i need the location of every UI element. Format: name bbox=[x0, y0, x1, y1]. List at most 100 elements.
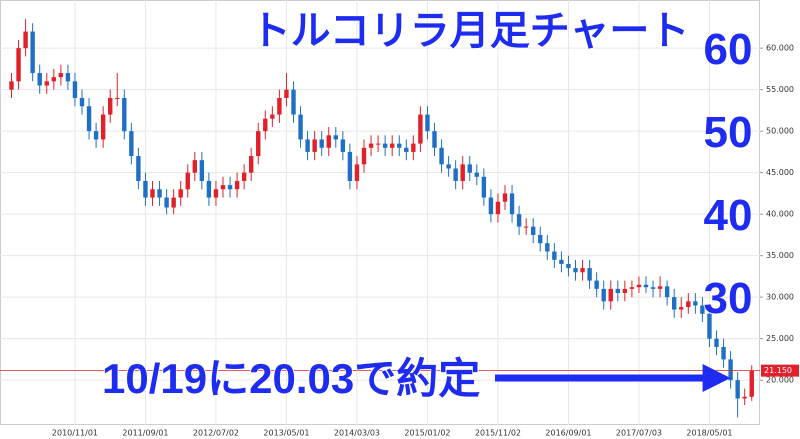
candle-body bbox=[220, 185, 226, 190]
candle-body bbox=[375, 143, 381, 145]
candle-body bbox=[749, 370, 754, 397]
candle-body bbox=[467, 164, 472, 173]
candle-body bbox=[509, 193, 515, 215]
candle-body bbox=[143, 180, 148, 198]
candle-body bbox=[714, 338, 719, 347]
candle-body bbox=[326, 135, 331, 148]
candle-body bbox=[37, 73, 42, 86]
candle-body bbox=[488, 197, 494, 215]
candle-body bbox=[164, 197, 169, 208]
y-tick-label: 25.000 bbox=[766, 334, 794, 343]
candle-body bbox=[361, 147, 367, 165]
candle-body bbox=[601, 288, 606, 302]
candle-body bbox=[65, 73, 71, 82]
last-price-label: 21.150 bbox=[764, 366, 792, 375]
candle-body bbox=[340, 139, 346, 152]
plot-area bbox=[0, 0, 760, 425]
candle-body bbox=[672, 297, 677, 310]
candle-body bbox=[136, 156, 141, 181]
candle-body bbox=[291, 89, 296, 115]
candle-body bbox=[728, 359, 733, 381]
candle-body bbox=[552, 251, 557, 260]
candle-body bbox=[9, 81, 14, 90]
candle-body bbox=[545, 243, 550, 252]
candle-body bbox=[474, 172, 479, 177]
candle-body bbox=[693, 301, 698, 306]
candle-body bbox=[446, 164, 451, 169]
candle-body bbox=[51, 77, 56, 82]
y-tick-label: 40.000 bbox=[766, 210, 794, 219]
candle-body bbox=[700, 305, 705, 314]
candle-body bbox=[453, 168, 458, 181]
candle-body bbox=[199, 160, 205, 181]
candle-body bbox=[594, 280, 599, 289]
y-tick-label: 45.000 bbox=[766, 168, 794, 177]
candle-body bbox=[432, 131, 437, 148]
candle-body bbox=[559, 259, 564, 264]
candle-body bbox=[129, 131, 134, 157]
candle-body bbox=[30, 31, 35, 74]
candle-body bbox=[382, 143, 388, 148]
candle-body bbox=[721, 346, 726, 360]
candle-body bbox=[16, 48, 21, 82]
candle-body bbox=[397, 143, 402, 148]
y-tick-label: 30.000 bbox=[766, 293, 794, 302]
candle-body bbox=[44, 81, 49, 86]
x-tick-label: 2018/05/01 bbox=[686, 429, 732, 438]
x-tick-label: 2011/09/01 bbox=[122, 429, 168, 438]
candle-body bbox=[227, 185, 233, 190]
big-label: 50 bbox=[704, 108, 753, 157]
x-tick-label: 2010/11/01 bbox=[52, 429, 98, 438]
candle-body bbox=[538, 234, 543, 244]
candle-body bbox=[615, 288, 620, 294]
candle-body bbox=[277, 97, 282, 115]
big-label: 60 bbox=[704, 25, 753, 74]
candle-body bbox=[418, 114, 423, 144]
candle-body bbox=[643, 284, 649, 288]
candle-body bbox=[249, 156, 254, 173]
candle-body bbox=[157, 189, 162, 198]
candle-body bbox=[657, 286, 663, 289]
candle-body bbox=[650, 287, 656, 289]
candle-body bbox=[622, 288, 628, 294]
x-tick-label: 2015/01/02 bbox=[404, 429, 450, 438]
x-tick-label: 2015/11/02 bbox=[475, 429, 521, 438]
candle-body bbox=[263, 118, 268, 132]
candle-body bbox=[333, 135, 338, 140]
big-label: 30 bbox=[704, 274, 753, 323]
x-tick-label: 2013/05/01 bbox=[263, 429, 309, 438]
candle-body bbox=[516, 214, 522, 227]
candle-body bbox=[411, 143, 416, 152]
candle-body bbox=[312, 139, 317, 152]
candle-body bbox=[707, 313, 712, 339]
candle-body bbox=[439, 147, 444, 165]
candle-body bbox=[686, 301, 691, 308]
candle-body bbox=[566, 263, 571, 269]
candle-body bbox=[347, 151, 353, 181]
candle-body bbox=[404, 147, 409, 152]
x-tick-label: 2017/07/03 bbox=[616, 429, 662, 438]
y-tick-label: 55.000 bbox=[766, 85, 794, 94]
candle-body bbox=[256, 131, 261, 157]
candle-body bbox=[284, 89, 289, 98]
candle-body bbox=[636, 284, 642, 288]
candle-body bbox=[742, 396, 747, 399]
candle-body bbox=[115, 97, 120, 99]
candle-body bbox=[460, 164, 465, 181]
candle-body bbox=[608, 288, 613, 302]
candle-body bbox=[241, 172, 247, 181]
candle-body bbox=[234, 180, 240, 190]
note: 10/19に20.03で約定 bbox=[102, 355, 480, 402]
candle-body bbox=[192, 160, 197, 173]
chart-title: トルコリラ月足チャート bbox=[251, 9, 690, 53]
candle-body bbox=[495, 201, 501, 215]
candle-body bbox=[587, 268, 592, 281]
big-label: 40 bbox=[704, 191, 753, 240]
candle-body bbox=[150, 189, 155, 198]
candle-body bbox=[86, 106, 92, 132]
x-tick-label: 2014/03/03 bbox=[334, 429, 380, 438]
candle-body bbox=[185, 172, 190, 190]
candle-body bbox=[79, 97, 85, 107]
candle-body bbox=[580, 268, 585, 273]
